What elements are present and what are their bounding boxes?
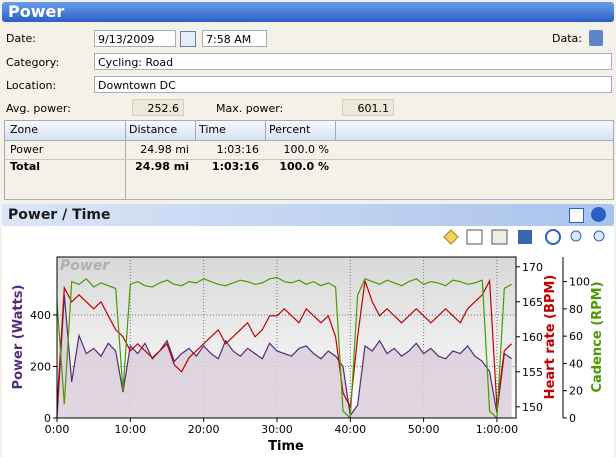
avg-power: 252.6 <box>132 99 184 116</box>
label: Data: <box>552 32 582 45</box>
series-line <box>56 276 512 420</box>
location-field[interactable]: Downtown DC <box>94 76 612 93</box>
y3-tick-label: 20 <box>569 385 583 398</box>
table-header <box>5 121 613 141</box>
calendar-icon[interactable] <box>180 31 196 47</box>
max-power: 601.1 <box>342 99 394 116</box>
chart-header: Power / Time <box>2 204 614 226</box>
y3-tick-label: 40 <box>569 357 583 370</box>
label: Date: <box>6 32 36 45</box>
toolbar-icon[interactable] <box>491 229 508 245</box>
date-field[interactable]: 9/13/2009 <box>94 30 176 47</box>
y-axis-label: Power (Watts) <box>11 285 26 390</box>
cell: 1:03:16 <box>216 143 259 156</box>
y2-axis-label: Heart rate (BPM) <box>543 275 558 400</box>
watermark: Power <box>60 258 110 274</box>
cell: Power <box>10 143 44 156</box>
label: Location: <box>6 79 57 92</box>
column-header[interactable]: Percent <box>269 123 311 136</box>
toolbar-icon[interactable] <box>545 229 561 245</box>
x-tick-label: 0:00 <box>45 423 70 436</box>
label: Max. power: <box>216 102 284 115</box>
toolbar-icon[interactable] <box>593 230 605 242</box>
time-field[interactable]: 7:58 AM <box>202 30 267 47</box>
x-axis-label: Time <box>268 439 304 454</box>
cell: 24.98 mi <box>140 143 189 156</box>
area <box>57 294 512 418</box>
plot-frame <box>56 256 517 419</box>
x-tick-label: 20:00 <box>188 423 220 436</box>
toolbar-icon[interactable] <box>466 229 483 245</box>
y2-tick-label: 160 <box>522 331 543 344</box>
y-tick-label: 0 <box>44 412 51 425</box>
cell: 100.0 % <box>283 143 329 156</box>
y3-axis-label: Cadence (RPM) <box>590 281 605 392</box>
toolbar-icon[interactable] <box>443 229 459 245</box>
y3-tick-label: 100 <box>569 276 590 289</box>
column-header[interactable]: Time <box>199 123 226 136</box>
cell: 100.0 % <box>279 160 329 173</box>
x-tick-label: 10:00 <box>114 423 146 436</box>
x-tick-label: 50:00 <box>408 423 440 436</box>
y2-tick-label: 170 <box>522 261 543 274</box>
y3-tick-label: 60 <box>569 330 583 343</box>
x-tick-label: 30:00 <box>261 423 293 436</box>
toolbar-icon[interactable] <box>570 230 582 242</box>
series-line <box>56 278 513 409</box>
y3-tick-label: 0 <box>569 412 576 425</box>
y3-tick-label: 80 <box>569 303 583 316</box>
x-tick-label: 1:00:00 <box>476 423 518 436</box>
column-header[interactable]: Distance <box>129 123 178 136</box>
y-tick-label: 400 <box>30 309 51 322</box>
menu-button[interactable] <box>591 207 606 222</box>
cell: 1:03:16 <box>211 160 259 173</box>
data-icon[interactable] <box>589 30 603 46</box>
label: Category: <box>6 56 60 69</box>
cell: 24.98 mi <box>135 160 189 173</box>
toolbar-icon[interactable] <box>518 230 532 244</box>
y-tick-label: 200 <box>30 360 51 373</box>
table: Zone Distance Time Percent Power 24.98 m… <box>4 120 614 200</box>
y2-tick-label: 150 <box>522 401 543 414</box>
category-field[interactable]: Cycling: Road <box>94 53 612 70</box>
cell: Total <box>10 160 41 173</box>
x-tick-label: 40:00 <box>334 423 366 436</box>
column-header[interactable]: Zone <box>10 123 39 136</box>
y2-tick-label: 155 <box>522 366 543 379</box>
label: Avg. power: <box>6 102 71 115</box>
panel-header: Power <box>2 2 614 22</box>
y2-tick-label: 165 <box>522 296 543 309</box>
layout-button[interactable] <box>569 208 584 223</box>
